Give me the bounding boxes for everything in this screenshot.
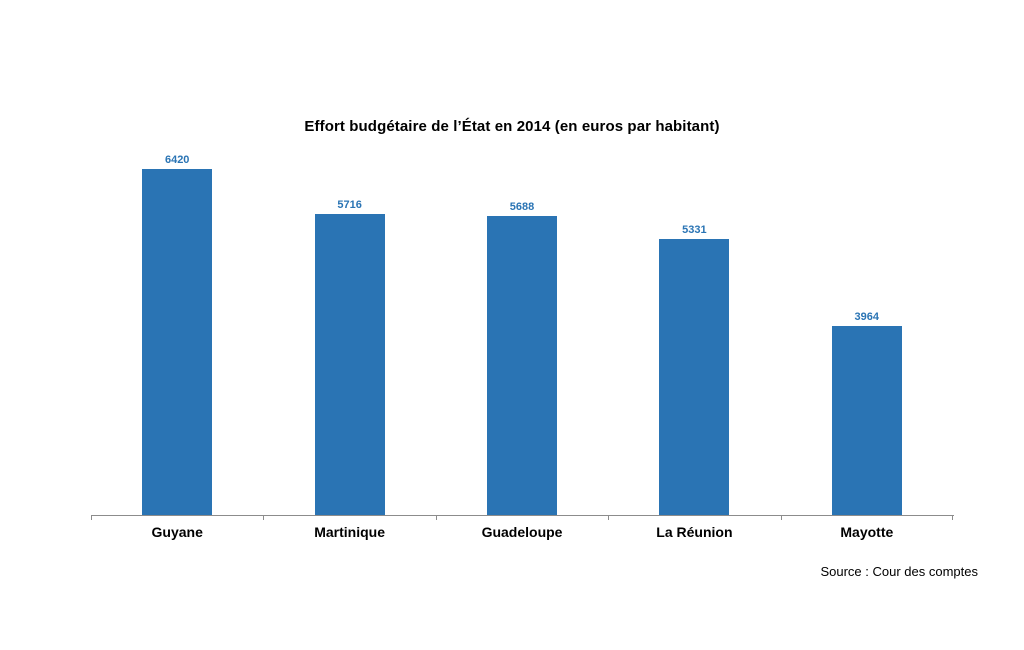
axis-tick — [781, 516, 782, 520]
category-axis: Guyane Martinique Guadeloupe La Réunion Mayo… — [91, 524, 953, 540]
bar — [831, 326, 902, 515]
bar-group-guyane: 6420 — [91, 0, 263, 515]
axis-tick — [263, 516, 264, 520]
value-label: 5331 — [682, 224, 707, 236]
category-label: Martinique — [314, 524, 385, 540]
value-label: 3964 — [854, 311, 880, 323]
axis-tick — [608, 516, 609, 520]
bar — [142, 169, 213, 515]
bar — [314, 214, 385, 515]
bar-group-la-reunion: 5331 — [608, 0, 780, 515]
bar — [659, 239, 730, 515]
value-label: 6420 — [164, 154, 190, 166]
category-label: La Réunion — [656, 524, 733, 540]
plot-area: 6420 5716 5688 5331 3964 — [91, 0, 953, 515]
category-label: Guadeloupe — [481, 524, 563, 540]
category-label: Mayotte — [840, 524, 894, 540]
tick-row — [91, 516, 954, 521]
bar — [486, 216, 557, 515]
bar-group-mayotte: 3964 — [781, 0, 953, 515]
x-axis-line — [91, 515, 954, 516]
value-label: 5688 — [509, 201, 535, 213]
bar-group-martinique: 5716 — [263, 0, 435, 515]
axis-tick — [952, 516, 953, 520]
axis-tick — [91, 516, 92, 520]
chart-title: Effort budgétaire de l’État en 2014 (en … — [304, 118, 720, 135]
bar-group-guadeloupe: 5688 — [436, 0, 608, 515]
axis-tick — [436, 516, 437, 520]
value-label: 5716 — [337, 199, 362, 211]
source-caption: Source : Cour des comptes — [820, 564, 978, 579]
category-label: Guyane — [151, 524, 203, 540]
